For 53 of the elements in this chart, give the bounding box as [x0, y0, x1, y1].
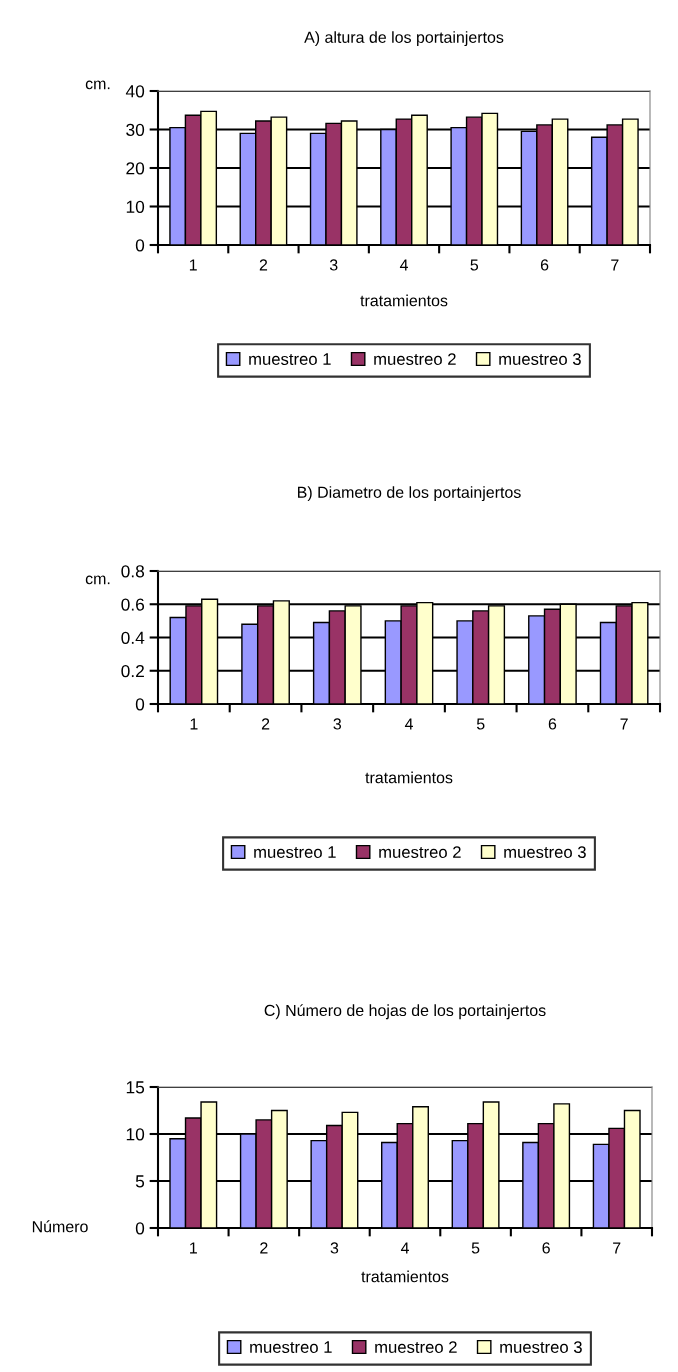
x-tick-label: 5 — [470, 259, 479, 271]
legend-label: muestreo 3 — [500, 1341, 582, 1353]
x-tick-label: 1 — [190, 718, 198, 730]
x-axis-title: tratamientos — [365, 771, 453, 784]
y-tick-label: 0 — [135, 239, 145, 252]
x-tick-label: 5 — [476, 718, 485, 730]
y-tick-label: 10 — [126, 1128, 145, 1141]
x-tick-label: 4 — [404, 718, 413, 730]
y-tick-label: 0 — [135, 1222, 145, 1235]
y-tick-label: 0.8 — [121, 565, 145, 578]
legend-label: muestreo 1 — [254, 846, 336, 858]
y-tick-label: 0.4 — [121, 631, 145, 644]
x-tick-label: 2 — [259, 259, 268, 271]
x-tick-label: 7 — [620, 718, 628, 730]
y-tick-label: 15 — [126, 1081, 145, 1094]
x-axis-title: tratamientos — [361, 1270, 449, 1283]
x-tick-label: 3 — [333, 718, 342, 730]
x-tick-label: 2 — [261, 718, 270, 730]
y-tick-label: 5 — [135, 1175, 145, 1188]
x-tick-label: 3 — [330, 1242, 339, 1254]
y-tick-label: 0 — [135, 698, 145, 711]
legend-label: muestreo 3 — [504, 846, 586, 858]
x-tick-label: 5 — [471, 1242, 480, 1254]
legend-label: muestreo 1 — [250, 1341, 332, 1353]
y-tick-label: 20 — [126, 162, 145, 175]
x-tick-label: 6 — [542, 1242, 550, 1254]
x-tick-label: 6 — [540, 259, 549, 271]
chart-title: B) Diametro de los portainjertos — [298, 486, 521, 502]
y-tick-label: 0.2 — [121, 664, 144, 678]
y-tick-label: 30 — [126, 123, 145, 136]
x-tick-label: 6 — [548, 718, 557, 730]
x-tick-label: 1 — [189, 259, 197, 271]
chart-title: A) altura de los portainjertos — [304, 31, 504, 47]
x-tick-label: 2 — [260, 1242, 268, 1254]
x-tick-label: 4 — [400, 1242, 409, 1254]
y-tick-label: 0.6 — [121, 598, 145, 611]
y-axis-title: Número — [32, 1220, 88, 1233]
x-tick-label: 3 — [329, 259, 338, 271]
legend-label: muestreo 3 — [499, 353, 581, 365]
legend-label: muestreo 1 — [249, 353, 331, 365]
x-tick-label: 7 — [613, 1242, 621, 1254]
x-axis-title: tratamientos — [360, 294, 448, 307]
y-axis-title: cm. — [85, 80, 110, 90]
x-tick-label: 1 — [190, 1242, 197, 1254]
x-tick-label: 4 — [399, 259, 408, 271]
x-tick-label: 7 — [611, 259, 619, 271]
y-tick-label: 10 — [126, 200, 145, 213]
legend-label: muestreo 2 — [374, 353, 456, 365]
chart-title: C) Número de hojas de los portainjertos — [264, 1004, 546, 1020]
y-tick-label: 40 — [125, 85, 145, 98]
y-axis-title: cm. — [85, 575, 110, 585]
legend-label: muestreo 2 — [375, 1341, 457, 1353]
legend-label: muestreo 2 — [379, 846, 461, 858]
